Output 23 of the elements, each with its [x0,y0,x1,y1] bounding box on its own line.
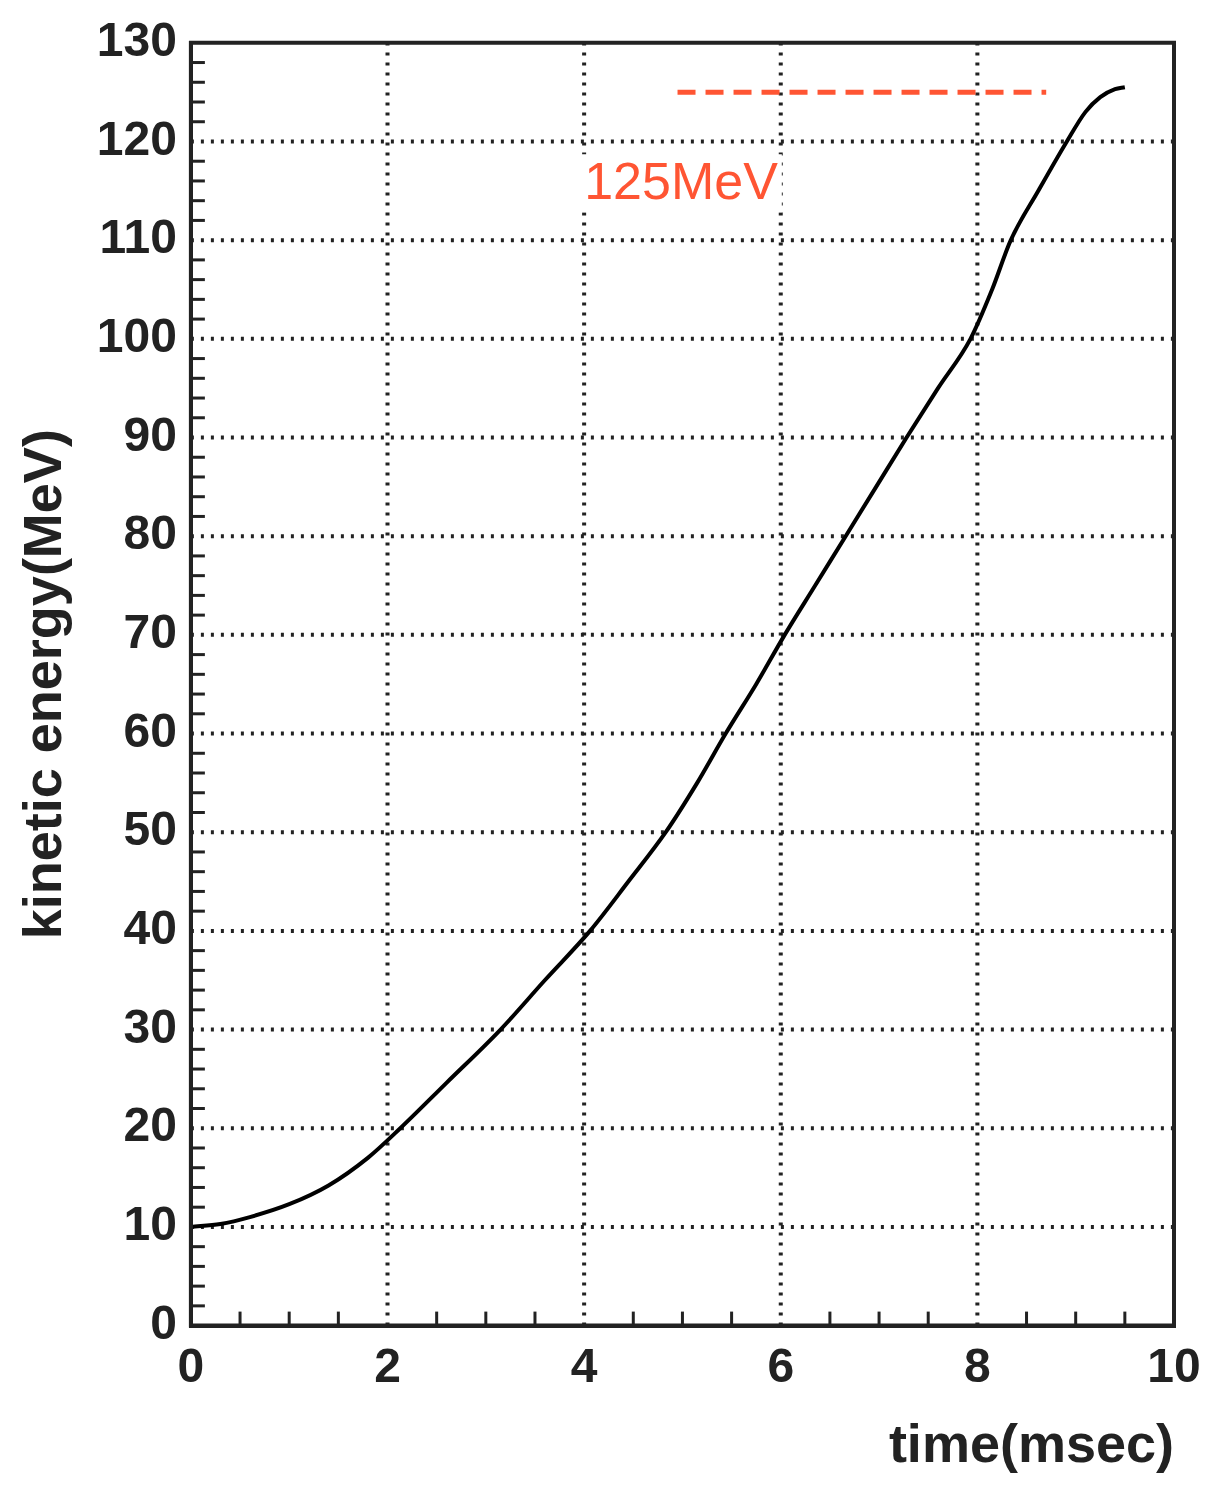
x-tick-label: 8 [964,1338,991,1392]
y-axis-title: kinetic energy(MeV) [12,429,73,940]
line-series [190,85,1127,1229]
y-tick-label: 90 [123,407,177,461]
x-tick-label: 10 [1147,1338,1201,1392]
x-tick-label: 6 [767,1338,795,1392]
y-tick-label: 120 [96,111,177,165]
x-tick-label: 4 [570,1338,598,1392]
x-tick-label: 2 [374,1338,401,1392]
y-tick-label: 0 [150,1295,177,1349]
y-tick-label: 20 [123,1098,177,1152]
y-tick-label: 100 [96,309,177,363]
y-tick-label: 130 [96,13,177,67]
y-tick-label: 10 [123,1197,177,1251]
y-tick-label: 70 [123,605,177,659]
y-tick-label: 110 [99,210,177,264]
y-tick-label: 30 [123,999,177,1053]
y-tick-label: 50 [123,802,177,856]
y-tick-label: 80 [123,506,177,560]
y-tick-label: 60 [123,703,177,757]
x-axis-title: time(msec) [888,1413,1174,1474]
y-tick-label: 40 [123,901,177,955]
annotation: 125MeV [584,151,779,210]
